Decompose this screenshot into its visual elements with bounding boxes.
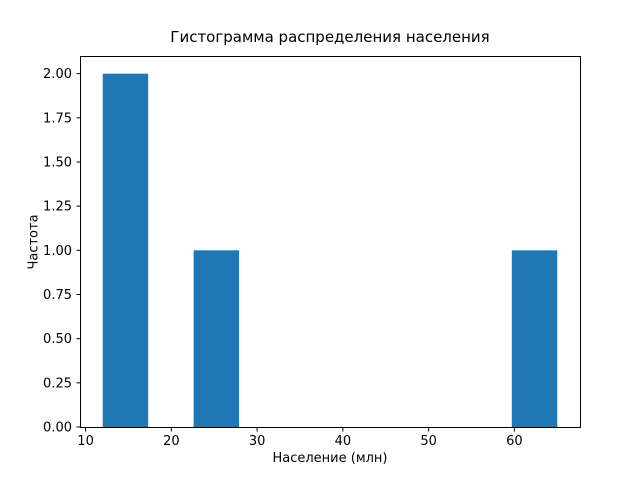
y-tick-label: 2.00: [43, 67, 72, 82]
x-tick-label: 60: [506, 434, 523, 449]
y-tick-label: 0.25: [43, 376, 72, 391]
x-tick-label: 30: [249, 434, 266, 449]
chart-title: Гистограмма распределения населения: [170, 28, 490, 46]
x-tick-label: 20: [163, 434, 180, 449]
y-tick-label: 1.50: [43, 156, 72, 171]
x-tick-label: 10: [77, 434, 94, 449]
histogram-bar: [193, 250, 240, 427]
y-tick-label: 0.75: [43, 288, 72, 303]
plot-border: [80, 56, 581, 428]
y-tick-label: 0.50: [43, 332, 72, 347]
x-tick-label: 40: [335, 434, 352, 449]
histogram-bar: [102, 73, 149, 428]
y-tick-label: 1.25: [43, 200, 72, 215]
y-axis-label: Частота: [26, 214, 42, 270]
histogram-bar: [511, 250, 558, 427]
y-tick-label: 1.00: [43, 244, 72, 259]
x-tick-label: 50: [420, 434, 437, 449]
x-axis-label: Население (млн): [272, 451, 388, 466]
y-tick-label: 1.75: [43, 111, 72, 126]
y-tick-label: 0.00: [43, 421, 72, 436]
